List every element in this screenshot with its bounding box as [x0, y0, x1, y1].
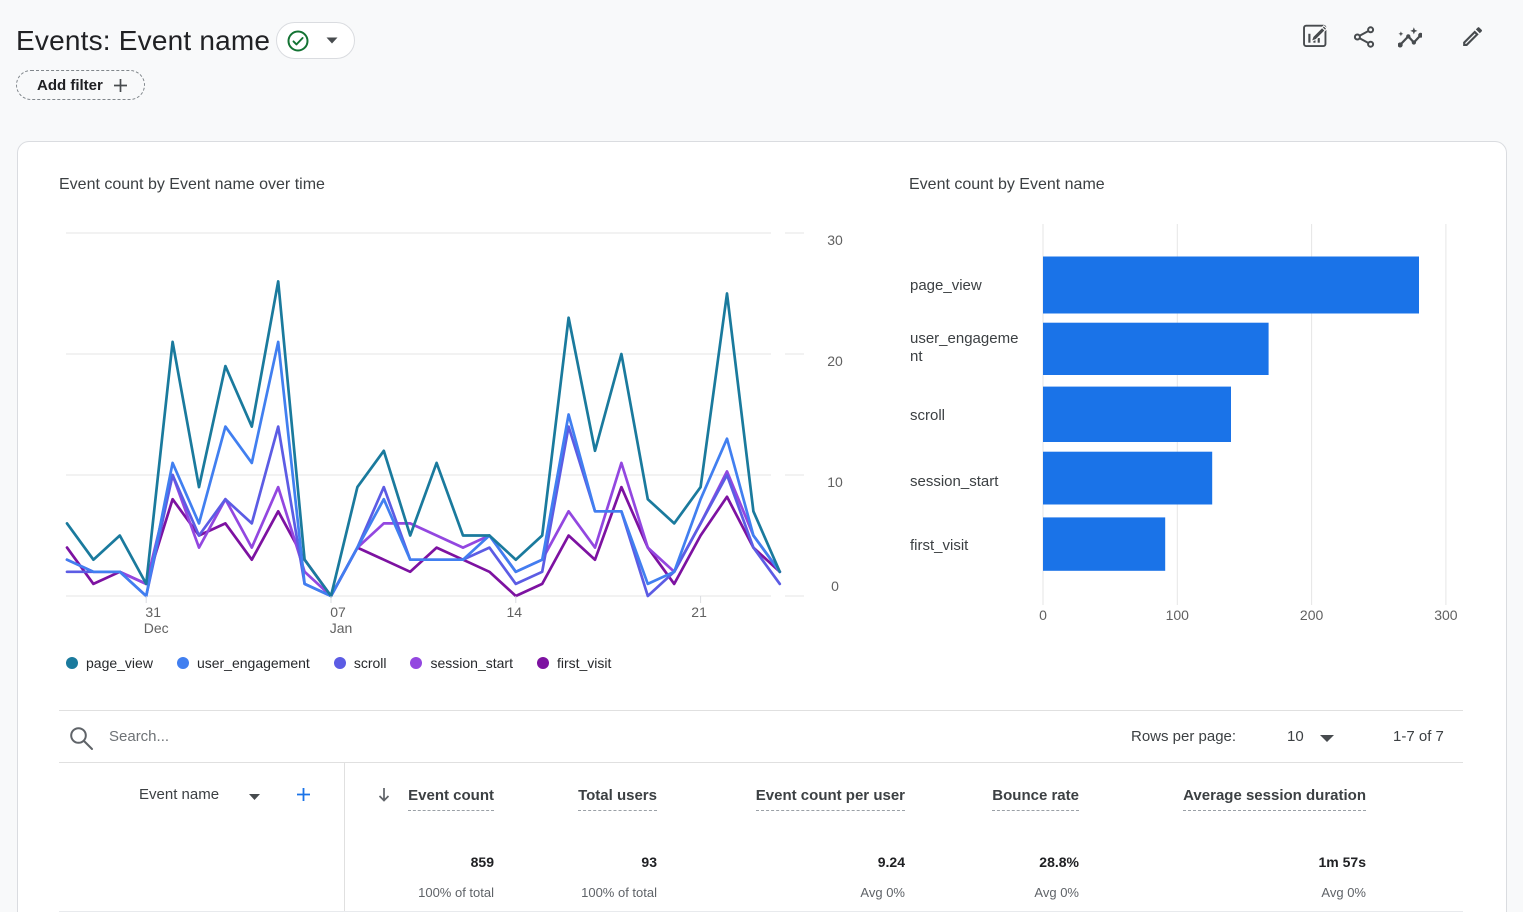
svg-text:100: 100: [1166, 607, 1190, 623]
svg-text:0: 0: [831, 578, 839, 594]
svg-text:nt: nt: [910, 348, 923, 365]
svg-text:page_view: page_view: [910, 277, 982, 294]
svg-text:21: 21: [691, 604, 707, 620]
svg-text:20: 20: [827, 353, 843, 369]
svg-text:Jan: Jan: [330, 620, 353, 636]
svg-text:31: 31: [145, 604, 161, 620]
svg-text:Dec: Dec: [144, 620, 169, 636]
svg-text:session_start: session_start: [910, 473, 999, 490]
svg-text:user_engageme: user_engageme: [910, 330, 1018, 347]
svg-text:200: 200: [1300, 607, 1324, 623]
svg-text:07: 07: [330, 604, 346, 620]
svg-text:300: 300: [1434, 607, 1458, 623]
svg-text:10: 10: [827, 474, 843, 490]
svg-text:scroll: scroll: [910, 407, 945, 424]
svg-text:14: 14: [507, 604, 523, 620]
svg-text:0: 0: [1039, 607, 1047, 623]
svg-text:first_visit: first_visit: [910, 537, 969, 554]
svg-text:30: 30: [827, 232, 843, 248]
